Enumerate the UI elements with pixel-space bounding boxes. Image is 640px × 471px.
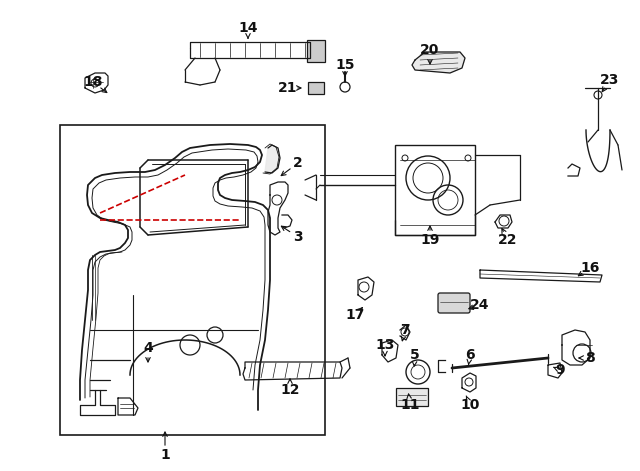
Text: 13: 13 — [375, 338, 395, 352]
Text: 5: 5 — [410, 348, 420, 362]
Polygon shape — [265, 145, 280, 173]
Text: 20: 20 — [420, 43, 440, 57]
Text: 17: 17 — [346, 308, 365, 322]
Text: 2: 2 — [293, 156, 303, 170]
Bar — [307, 40, 325, 62]
Text: 18: 18 — [83, 75, 103, 89]
Text: 7: 7 — [400, 323, 410, 337]
Text: 14: 14 — [238, 21, 258, 35]
Text: 21: 21 — [278, 81, 298, 95]
Bar — [60, 125, 325, 435]
Text: 19: 19 — [420, 233, 440, 247]
Text: 12: 12 — [280, 383, 300, 397]
Bar — [396, 388, 428, 406]
Bar — [395, 145, 475, 235]
Bar — [308, 82, 324, 94]
Polygon shape — [412, 52, 465, 73]
Text: 22: 22 — [499, 233, 518, 247]
Text: 11: 11 — [400, 398, 420, 412]
Text: 10: 10 — [460, 398, 480, 412]
Text: 8: 8 — [585, 351, 595, 365]
Text: 24: 24 — [470, 298, 490, 312]
Text: 9: 9 — [555, 363, 565, 377]
Text: 16: 16 — [580, 261, 600, 275]
Text: 23: 23 — [600, 73, 620, 87]
Text: 1: 1 — [160, 448, 170, 462]
Text: 6: 6 — [465, 348, 475, 362]
Text: 15: 15 — [335, 58, 355, 72]
Text: 4: 4 — [143, 341, 153, 355]
FancyBboxPatch shape — [438, 293, 470, 313]
Text: 3: 3 — [293, 230, 303, 244]
